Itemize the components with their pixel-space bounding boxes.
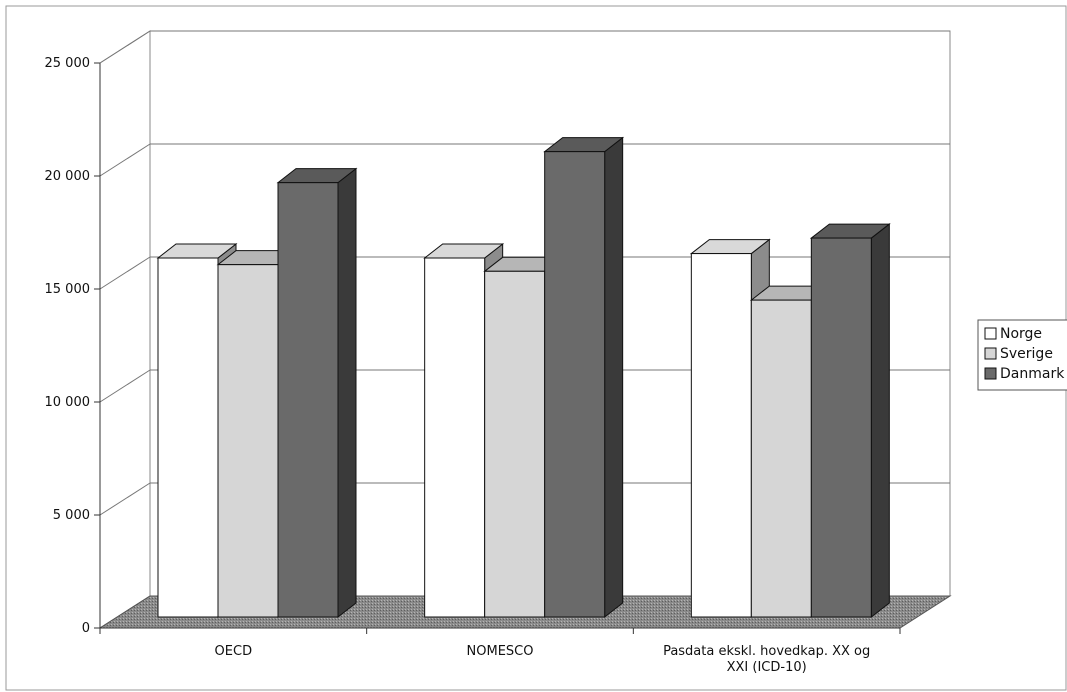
y-tick-label: 5 000 [53,508,90,523]
bar-front [690,253,752,618]
legend-swatch [984,347,997,360]
bar-side [604,136,624,619]
bar-front [544,151,606,618]
bar-side [870,223,890,619]
bar-side [337,167,357,619]
gridline-side [99,30,151,64]
bar-front [277,182,339,618]
y-tick-label: 10 000 [45,395,91,410]
y-tick-label: 15 000 [45,282,91,297]
x-tick-label: OECD [215,644,253,659]
gridline-side [99,256,151,290]
bar-front [157,257,219,618]
legend-swatch [984,327,997,340]
gridline-side [99,369,151,403]
y-tick-label: 20 000 [45,169,91,184]
gridline-side [99,143,151,177]
x-tick-label: NOMESCO [467,644,534,659]
bar-front [484,270,546,618]
bar [276,167,358,619]
bar-front [750,299,812,618]
x-tick-label-line: XXI (ICD-10) [727,660,807,675]
bar-front [217,264,279,618]
side-wall [99,30,151,629]
x-tick-label: Pasdata ekskl. hovedkap. XX og XXI (ICD-1… [663,644,870,675]
bar [543,136,625,619]
bar-front [424,257,486,618]
x-tick-label-line: OECD [215,644,253,659]
bar-front [810,237,872,618]
legend-label: Norge [1000,326,1042,342]
legend-label: Danmark [1000,366,1065,382]
x-tick-label-line: Pasdata ekskl. hovedkap. XX og [663,644,870,659]
y-tick-label: 25 000 [45,56,91,71]
gridline-side [99,482,151,516]
legend-label: Sverige [1000,346,1053,362]
bar [809,223,891,619]
y-tick-label: 0 [82,621,90,636]
legend-swatch [984,367,997,380]
x-tick-label-line: NOMESCO [467,644,534,659]
